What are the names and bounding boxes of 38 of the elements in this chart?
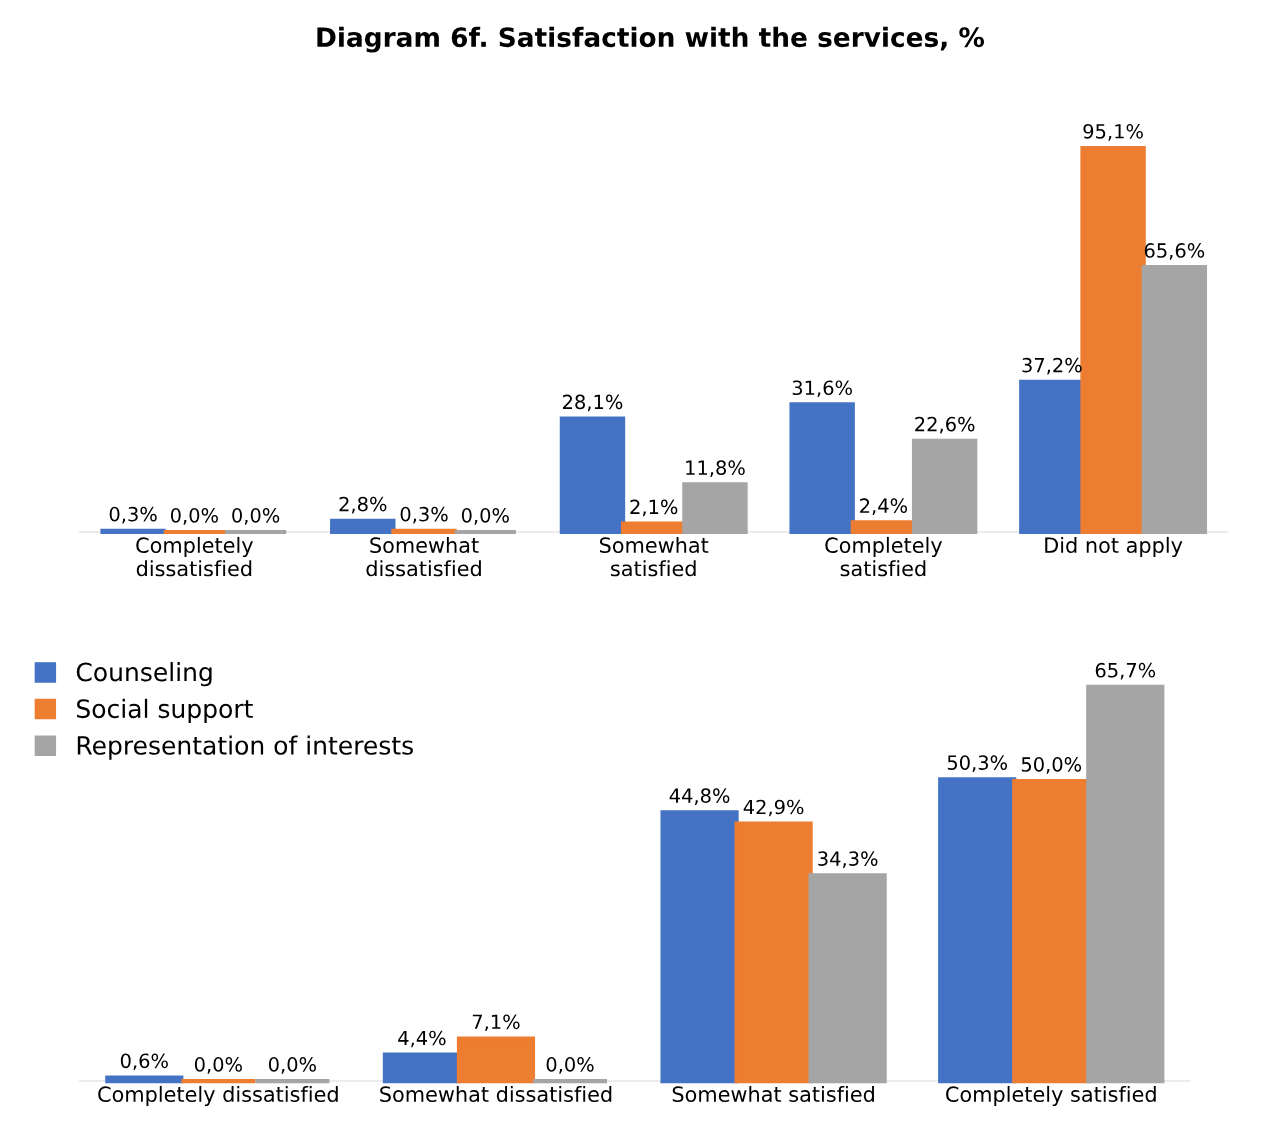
data-label: 0,0% [232,508,280,525]
data-label: 50,0% [1021,757,1082,774]
data-label: 0,0% [546,1057,594,1074]
legend-label: Counseling [76,662,212,687]
legend-label: Social support [77,698,253,723]
data-label: 0,0% [194,1057,242,1074]
data-label: 0,3% [109,506,157,524]
data-label: 11,8% [686,460,745,478]
data-label: 0,0% [461,508,509,525]
data-label: 0,6% [120,1053,168,1071]
data-label: 0,0% [170,508,218,525]
data-label: 4,4% [398,1030,446,1048]
x-tick-label: Somewhat satisfied [599,536,709,577]
data-label: 2,1% [630,499,678,517]
data-label: 65,7% [1095,662,1156,680]
data-label: 34,3% [818,851,878,868]
x-tick-label: Somewhat satisfied [672,1085,874,1103]
data-label: 28,1% [563,394,623,412]
data-label: 42,9% [743,799,804,817]
legend-label: Representation of interests [77,735,413,760]
data-label: 2,8% [339,496,387,514]
x-tick-label: Completely dissatisfied [136,536,253,577]
x-tick-label: Somewhat dissatisfied [366,536,481,577]
x-tick-label: Completely satisfied [825,536,943,577]
x-tick-label: Did not apply [1045,536,1183,558]
x-tick-label: Somewhat dissatisfied [380,1085,612,1103]
data-label: 50,3% [947,755,1008,772]
data-label: 44,8% [669,788,730,805]
x-tick-label: Completely satisfied [946,1085,1156,1107]
data-label: 2,4% [860,498,908,516]
x-tick-label: Completely dissatisfied [98,1085,338,1107]
data-label: 7,1% [472,1014,520,1032]
data-label: 0,3% [400,506,448,524]
data-label: 31,6% [792,380,852,398]
chart-title: Diagram 6f. Satisfaction with the services, % [317,26,985,53]
data-label: 95,1% [1083,123,1143,141]
data-label: 22,6% [915,416,975,434]
data-label: 0,0% [268,1057,316,1074]
